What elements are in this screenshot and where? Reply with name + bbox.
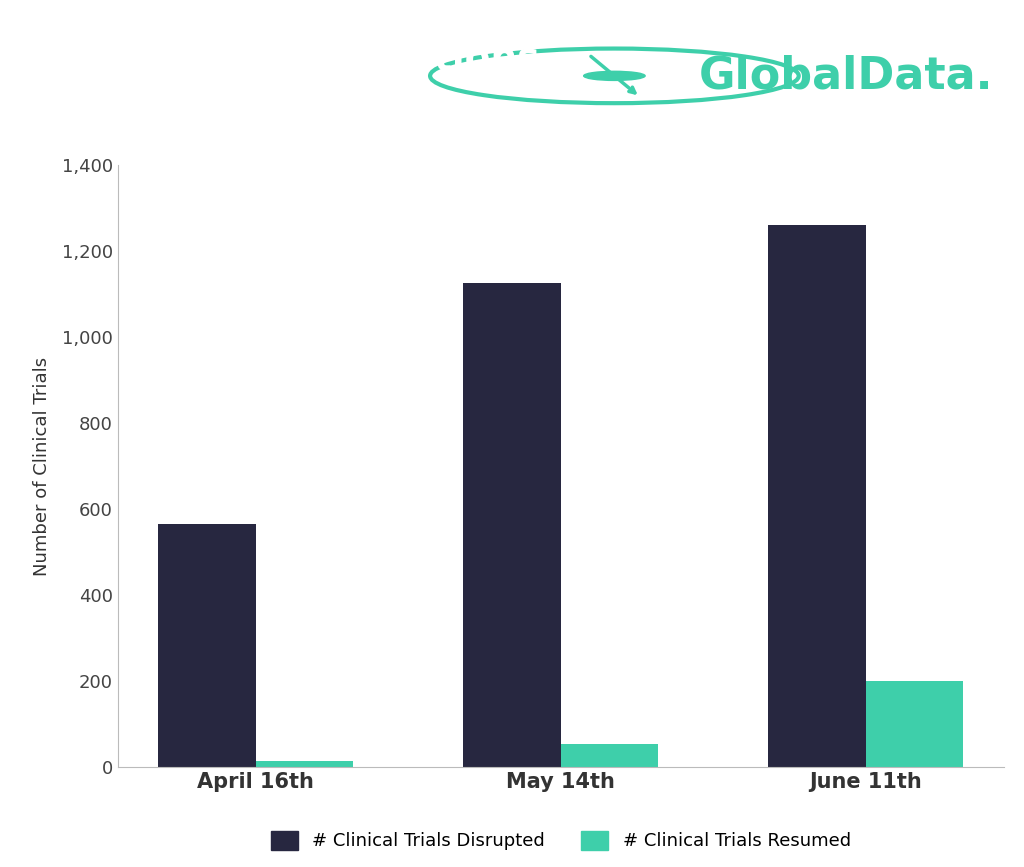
Text: GlobalData.: GlobalData.	[698, 55, 993, 97]
Legend: # Clinical Trials Disrupted, # Clinical Trials Resumed: # Clinical Trials Disrupted, # Clinical …	[263, 824, 858, 857]
Y-axis label: Number of Clinical Trials: Number of Clinical Trials	[33, 356, 50, 576]
Text: Clinical Trial Disruptions: Clinical Trial Disruptions	[26, 42, 539, 79]
Bar	[561, 744, 658, 767]
Bar	[463, 284, 561, 767]
Bar	[158, 525, 256, 767]
Text: Source:  GlobalData’s Pharma Intelligence Center: Source: GlobalData’s Pharma Intelligence…	[41, 809, 974, 843]
Bar	[256, 761, 353, 767]
Bar	[865, 681, 964, 767]
Bar	[768, 225, 865, 767]
Text: and Resumptions: and Resumptions	[26, 99, 392, 134]
Circle shape	[584, 71, 645, 81]
